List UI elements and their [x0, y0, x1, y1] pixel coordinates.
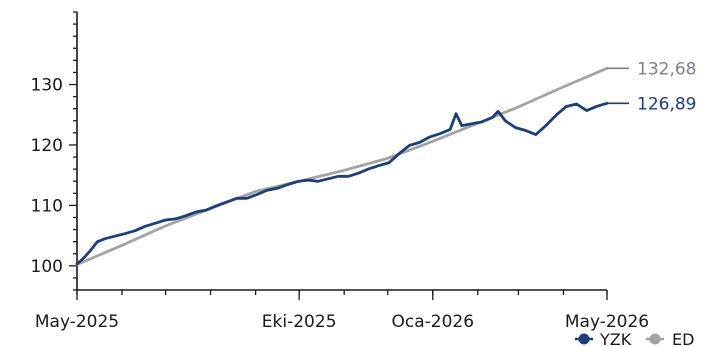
legend-marker-ed: [649, 333, 661, 345]
legend-item-yzk: YZK: [575, 330, 632, 347]
end-labels: 132,68 126,89: [607, 59, 696, 114]
y-tick-label: 120: [31, 136, 63, 156]
x-tick-label: Eki-2025: [262, 312, 337, 332]
x-tick-label: May-2026: [565, 312, 649, 332]
series-line-ed: [75, 66, 609, 266]
legend-marker-yzk: [578, 333, 590, 345]
end-label-ed: 132,68: [637, 59, 696, 79]
series-layer: [75, 66, 609, 266]
y-tick-label: 100: [31, 257, 63, 277]
legend: YZK ED: [575, 330, 694, 347]
legend-label-yzk: YZK: [599, 330, 632, 347]
end-label-yzk: 126,89: [637, 94, 696, 114]
y-tick-label: 130: [31, 76, 63, 96]
x-tick-label: Oca-2026: [391, 312, 474, 332]
legend-item-ed: ED: [646, 330, 694, 347]
y-tick-label: 110: [31, 196, 63, 216]
x-axis: May-2025 Eki-2025 Oca-2026 May-2026: [35, 289, 649, 332]
x-axis-ticks: May-2025 Eki-2025 Oca-2026 May-2026: [35, 290, 649, 332]
x-tick-label: May-2025: [35, 312, 119, 332]
y-axis-ticks: 100 110 120 130: [31, 11, 77, 291]
legend-label-ed: ED: [672, 330, 694, 347]
y-axis: 100 110 120 130: [31, 11, 78, 291]
series-line-yzk: [75, 101, 609, 266]
